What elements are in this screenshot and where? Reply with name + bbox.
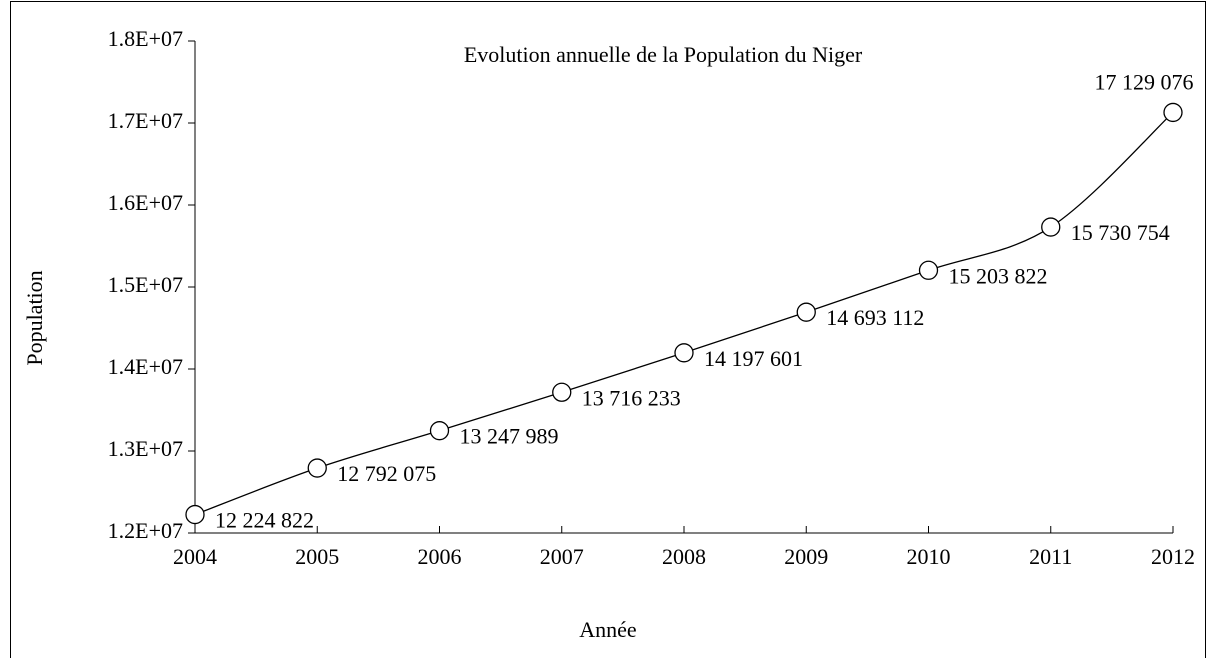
marker — [674, 343, 694, 363]
marker — [1041, 217, 1061, 237]
y-tick-label: 1.2E+07 — [108, 518, 183, 543]
marker — [429, 421, 450, 441]
x-tick-label: 2009 — [784, 544, 828, 569]
chart-border — [10, 1, 1206, 658]
data-label: 14 197 601 — [704, 346, 803, 371]
x-tick-label: 2012 — [1151, 544, 1195, 569]
data-label: 13 247 989 — [460, 424, 559, 449]
data-label: 14 693 112 — [826, 305, 924, 330]
y-tick-label: 1.6E+07 — [108, 190, 183, 215]
x-tick-label: 2006 — [418, 544, 462, 569]
y-tick-label: 1.8E+07 — [108, 26, 183, 51]
data-label: 13 716 233 — [582, 385, 681, 410]
x-tick-label: 2010 — [907, 544, 951, 569]
marker — [918, 260, 939, 280]
y-axis-label: Population — [22, 270, 47, 365]
x-tick-label: 2004 — [173, 544, 217, 569]
x-tick-label: 2007 — [540, 544, 584, 569]
data-label: 12 792 075 — [337, 461, 436, 486]
y-tick-label: 1.3E+07 — [108, 436, 183, 461]
x-tick-label: 2008 — [662, 544, 706, 569]
data-label: 15 730 754 — [1071, 220, 1170, 245]
x-tick-label: 2011 — [1029, 544, 1072, 569]
marker — [185, 504, 205, 525]
x-axis-label: Année — [579, 617, 636, 642]
chart-title: Evolution annuelle de la Population du N… — [464, 42, 863, 67]
data-label: 17 129 076 — [1095, 69, 1194, 94]
line — [194, 111, 1174, 516]
marker — [307, 458, 327, 478]
marker — [1163, 102, 1183, 123]
y-tick-label: 1.7E+07 — [108, 108, 183, 133]
marker — [552, 382, 572, 402]
marker — [796, 302, 816, 322]
data-label: 15 203 822 — [949, 263, 1048, 288]
x-tick-label: 2005 — [295, 544, 339, 569]
y-tick-label: 1.5E+07 — [108, 272, 183, 297]
data-label: 12 224 822 — [215, 508, 314, 533]
y-tick-label: 1.4E+07 — [108, 354, 183, 379]
